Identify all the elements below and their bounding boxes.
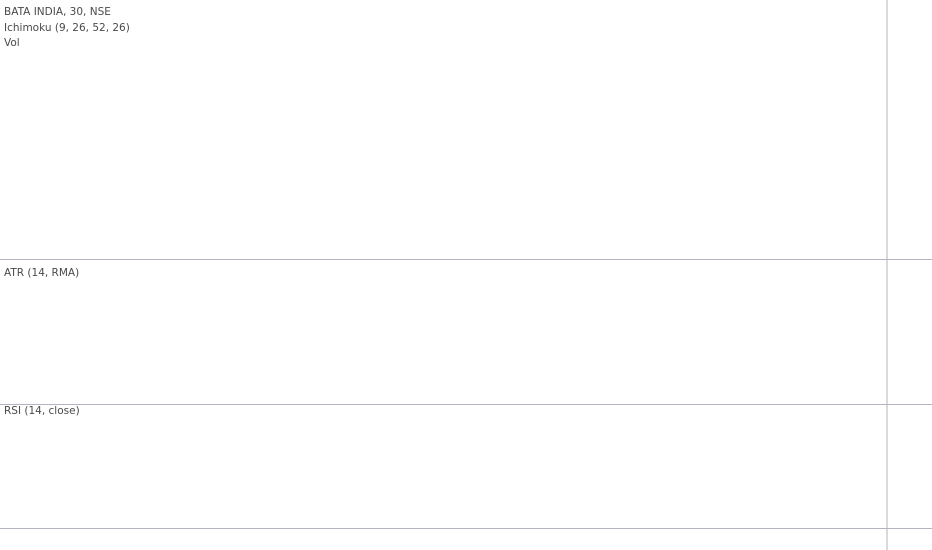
labels: BATA INDIA, 30, NSE Ichimoku (9, 26, 52,… <box>4 6 130 417</box>
indicator-label: Ichimoku (9, 26, 52, 26) <box>4 22 130 34</box>
chart-title: BATA INDIA, 30, NSE <box>4 6 111 18</box>
pane-title: RSI (14, close) <box>4 405 80 417</box>
pane-title: ATR (14, RMA) <box>4 267 79 279</box>
indicator-label: Vol <box>4 37 20 49</box>
